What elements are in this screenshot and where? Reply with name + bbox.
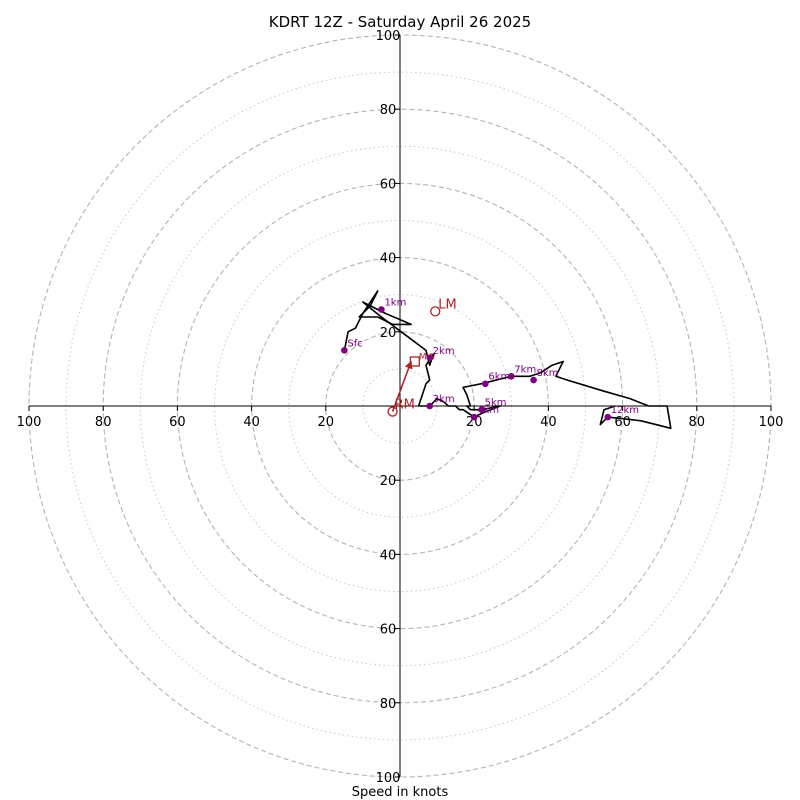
height-marker-label: 2km: [433, 346, 455, 357]
left-mover-label: LM: [438, 297, 456, 312]
chart-title: KDRT 12Z - Saturday April 26 2025: [269, 13, 531, 31]
height-marker-label: 4km: [477, 405, 499, 416]
tick-label-left: 80: [95, 415, 112, 430]
tick-label-top: 80: [380, 103, 397, 118]
tick-label-bottom: 40: [380, 548, 397, 563]
height-marker-label: 6km: [488, 372, 510, 383]
tick-label-left: 40: [243, 415, 260, 430]
tick-label-top: 40: [380, 252, 397, 267]
tick-label-bottom: 80: [380, 697, 397, 712]
wind-profile: [343, 290, 672, 430]
height-marker-point: [508, 373, 515, 380]
height-marker-label: 8km: [537, 368, 559, 379]
tick-label-right: 20: [466, 415, 483, 430]
tick-label-top: 100: [376, 29, 401, 44]
tick-label-bottom: 60: [380, 623, 397, 638]
tick-label-right: 100: [759, 415, 784, 430]
height-marker-label: 5km: [485, 398, 507, 409]
tick-label-right: 40: [540, 415, 557, 430]
height-marker-label: 7km: [514, 364, 536, 375]
height-marker-point: [426, 354, 433, 362]
tick-labels: 20 40 60 80 100 100 80 60 40 20 20 40 60 80 100 20 40 60 8…: [17, 29, 784, 786]
storm-motion-arrow: [391, 360, 413, 412]
x-axis-label: Speed in knots: [352, 785, 449, 800]
tick-label-bottom: 100: [376, 771, 401, 786]
right-mover-label: RM: [395, 398, 415, 413]
height-marker-point: [530, 376, 537, 384]
tick-label-bottom: 20: [380, 474, 397, 489]
height-marker-label: 1km: [384, 298, 406, 309]
left-mover-marker: [430, 306, 441, 317]
height-marker-label: 12km: [611, 405, 639, 416]
height-marker-point: [378, 306, 385, 313]
tick-label-left: 20: [318, 415, 335, 430]
hodograph-trace: [343, 290, 672, 430]
height-marker-point: [482, 380, 489, 388]
height-marker-label: Sfc: [347, 338, 362, 349]
height-marker-point: [470, 413, 478, 421]
tick-label-right: 60: [614, 415, 631, 430]
height-marker-point: [341, 347, 348, 354]
height-marker-label: 3km: [433, 394, 455, 405]
height-marker-point: [426, 402, 433, 410]
tick-label-top: 20: [380, 326, 397, 341]
tick-label-top: 60: [380, 177, 397, 192]
height-marker-point: [478, 406, 485, 414]
tick-label-right: 80: [689, 415, 706, 430]
tick-label-left: 100: [17, 415, 42, 430]
right-mover-marker: [387, 406, 398, 417]
tick-label-left: 60: [169, 415, 186, 430]
height-marker-point: [604, 413, 612, 421]
mean-wind-marker: [409, 356, 420, 367]
